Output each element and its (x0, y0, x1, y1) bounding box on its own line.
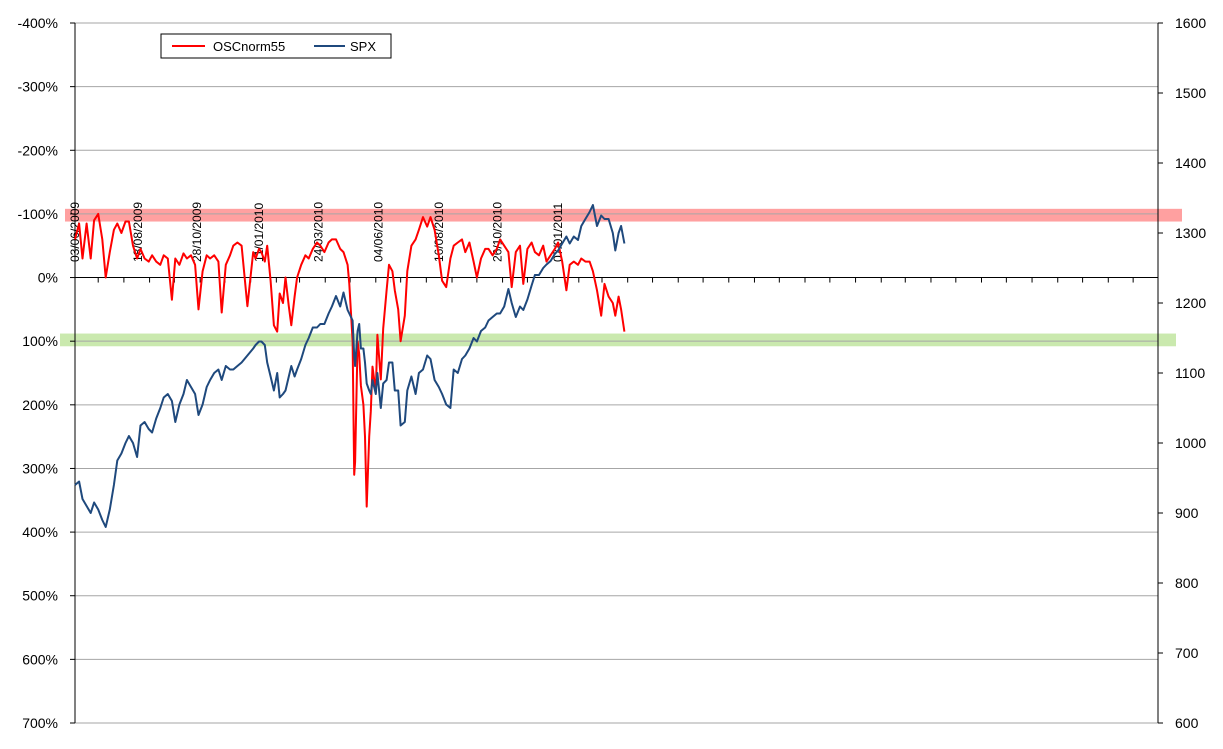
right-tick-label: 1300 (1175, 225, 1206, 241)
x-date-label: 03/06/2009 (68, 202, 82, 262)
right-tick-label: 1600 (1175, 15, 1206, 31)
right-tick-label: 1100 (1175, 365, 1205, 381)
x-date-labels: 03/06/2009 18/08/2009 28/10/2009 11/01/2010… (68, 202, 565, 262)
left-tick-label: 100% (22, 333, 58, 349)
x-date-label: 18/08/2009 (131, 202, 145, 262)
left-tick-label: 200% (22, 397, 58, 413)
left-tick-label: -100% (18, 206, 58, 222)
legend-box (160, 33, 392, 59)
grid-layer (75, 22, 1158, 724)
left-tick-label: 500% (22, 588, 58, 604)
x-date-label: 26/10/2010 (491, 202, 505, 262)
left-tick-label: 700% (22, 715, 58, 731)
series-layer (74, 204, 626, 528)
left-tick-label: -400% (18, 15, 58, 31)
x-date-label: 24/03/2010 (312, 202, 326, 262)
x-date-label: 04/06/2010 (371, 202, 385, 262)
right-tick-label: 1000 (1175, 435, 1206, 451)
right-tick-label: 600 (1175, 715, 1199, 731)
x-date-label: 16/08/2010 (432, 202, 446, 262)
legend-label-oscnorm55: OSCnorm55 (213, 39, 285, 54)
x-date-label: 07/01/2011 (551, 203, 565, 262)
right-tick-label: 1200 (1175, 295, 1206, 311)
right-tick-label: 1500 (1175, 85, 1206, 101)
legend-label-spx: SPX (350, 39, 376, 54)
right-tick-label: 900 (1175, 505, 1199, 521)
right-tick-label: 1400 (1175, 155, 1206, 171)
bands-layer (60, 208, 1182, 347)
left-tick-label: 400% (22, 524, 58, 540)
oversold-band (60, 333, 1176, 347)
overbought-band (65, 208, 1182, 222)
series-line-spx (74, 204, 626, 528)
left-tick-label: 600% (22, 651, 58, 667)
left-tick-label: 0% (38, 270, 58, 286)
left-tick-label: -200% (18, 142, 58, 158)
left-tick-label: -300% (18, 79, 58, 95)
right-tick-label: 700 (1175, 645, 1199, 661)
left-tick-label: 300% (22, 460, 58, 476)
series-line-oscnorm55 (74, 212, 626, 508)
x-date-label: 28/10/2009 (190, 202, 204, 262)
right-tick-label: 800 (1175, 575, 1199, 591)
axes-layer: -400% -300% -200% -100% 0% 100% 200% 300% 400% 50… (18, 15, 1207, 731)
x-date-label: 11/01/2010 (252, 203, 266, 262)
legend: OSCnorm55 SPX (160, 33, 392, 59)
